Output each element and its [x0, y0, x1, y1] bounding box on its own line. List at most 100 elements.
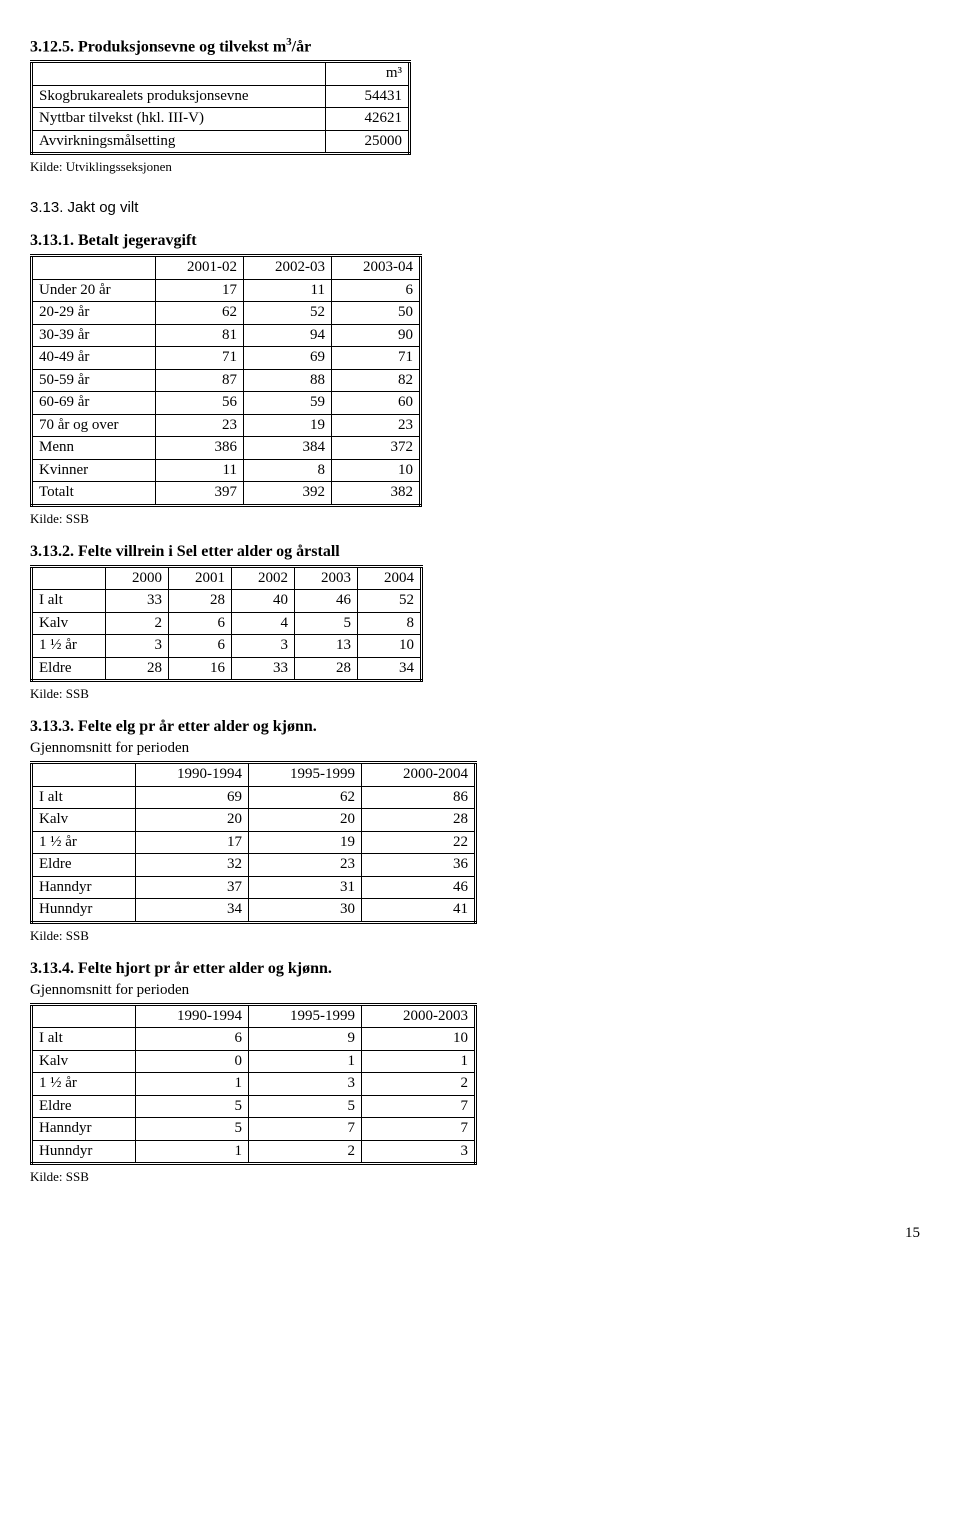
cell: 0 [136, 1050, 249, 1073]
row-label: Kalv [32, 612, 106, 635]
cell: 71 [156, 347, 244, 370]
table-row: 50-59 år878882 [32, 369, 421, 392]
cell: 5 [249, 1095, 362, 1118]
cell: 50 [332, 302, 421, 325]
col-header: 2000-2004 [362, 763, 476, 787]
table-row: 40-49 år716971 [32, 347, 421, 370]
col-header: 1990-1994 [136, 1004, 249, 1028]
table-row: I alt696286 [32, 786, 476, 809]
heading-tail: /år [292, 38, 312, 55]
row-label: Eldre [32, 657, 106, 681]
cell: 33 [106, 590, 169, 613]
col-header: 2000 [106, 566, 169, 590]
cell: 17 [136, 831, 249, 854]
table-row: Kalv26458 [32, 612, 422, 635]
cell: 88 [244, 369, 332, 392]
source-text: Kilde: SSB [30, 1169, 930, 1185]
cell: 7 [362, 1095, 476, 1118]
row-label: 1 ½ år [32, 1073, 136, 1096]
cell: 382 [332, 482, 421, 506]
cell: 71 [332, 347, 421, 370]
cell: 10 [362, 1028, 476, 1051]
cell: 23 [332, 414, 421, 437]
table-row: Hunndyr343041 [32, 899, 476, 923]
source-text: Kilde: Utviklingsseksjonen [30, 159, 930, 175]
note-text: Gjennomsnitt for perioden [30, 740, 930, 757]
cell: 1 [136, 1140, 249, 1164]
cell: 23 [249, 854, 362, 877]
cell: 7 [249, 1118, 362, 1141]
table-row: I alt3328404652 [32, 590, 422, 613]
cell: 28 [106, 657, 169, 681]
col-header: 1990-1994 [136, 763, 249, 787]
row-value: 42621 [326, 108, 410, 131]
empty-header [32, 1004, 136, 1028]
table-row: Skogbrukarealets produksjonsevne 54431 [32, 85, 410, 108]
cell: 3 [249, 1073, 362, 1096]
heading-3-13: 3.13. Jakt og vilt [30, 199, 930, 216]
table-row: Totalt397392382 [32, 482, 421, 506]
cell: 59 [244, 392, 332, 415]
cell: 69 [244, 347, 332, 370]
heading-3-13-4: 3.13.4. Felte hjort pr år etter alder og… [30, 960, 930, 978]
cell: 13 [295, 635, 358, 658]
cell: 6 [169, 612, 232, 635]
cell: 31 [249, 876, 362, 899]
cell: 36 [362, 854, 476, 877]
table-row: Menn386384372 [32, 437, 421, 460]
table-jegeravgift: 2001-02 2002-03 2003-04 Under 20 år17116… [30, 254, 422, 507]
table-row: 60-69 år565960 [32, 392, 421, 415]
row-label: Eldre [32, 1095, 136, 1118]
table-row: 20-29 år625250 [32, 302, 421, 325]
cell: 86 [362, 786, 476, 809]
cell: 4 [232, 612, 295, 635]
cell: 82 [332, 369, 421, 392]
col-header: 2004 [358, 566, 422, 590]
cell: 62 [249, 786, 362, 809]
empty-header [32, 566, 106, 590]
cell: 2 [362, 1073, 476, 1096]
cell: 62 [156, 302, 244, 325]
cell: 8 [358, 612, 422, 635]
table-villrein: 2000 2001 2002 2003 2004 I alt3328404652… [30, 565, 423, 683]
cell: 46 [362, 876, 476, 899]
row-label: Kalv [32, 809, 136, 832]
cell: 56 [156, 392, 244, 415]
table-row: Hanndyr577 [32, 1118, 476, 1141]
cell: 372 [332, 437, 421, 460]
col-header: 2002 [232, 566, 295, 590]
cell: 87 [156, 369, 244, 392]
row-label: 30-39 år [32, 324, 156, 347]
cell: 3 [106, 635, 169, 658]
table-row: Hunndyr123 [32, 1140, 476, 1164]
row-label: Hanndyr [32, 1118, 136, 1141]
row-label: Avvirkningsmålsetting [32, 130, 326, 154]
table-row: Hanndyr373146 [32, 876, 476, 899]
cell: 19 [249, 831, 362, 854]
cell: 11 [244, 279, 332, 302]
empty-header [32, 763, 136, 787]
row-label: 1 ½ år [32, 635, 106, 658]
row-label: Hunndyr [32, 1140, 136, 1164]
table-row: Kalv011 [32, 1050, 476, 1073]
table-row: Eldre322336 [32, 854, 476, 877]
cell: 20 [136, 809, 249, 832]
cell: 23 [156, 414, 244, 437]
col-header: 2003 [295, 566, 358, 590]
row-label: I alt [32, 1028, 136, 1051]
table-row: Kalv202028 [32, 809, 476, 832]
cell: 1 [136, 1073, 249, 1096]
cell: 1 [249, 1050, 362, 1073]
cell: 20 [249, 809, 362, 832]
col-header: 2001-02 [156, 256, 244, 280]
table-row: 1 ½ år132 [32, 1073, 476, 1096]
cell: 28 [362, 809, 476, 832]
cell: 30 [249, 899, 362, 923]
table-row: Under 20 år17116 [32, 279, 421, 302]
col-header: 1995-1999 [249, 1004, 362, 1028]
table-row: I alt6910 [32, 1028, 476, 1051]
cell: 52 [244, 302, 332, 325]
row-label: Totalt [32, 482, 156, 506]
heading-3-13-1: 3.13.1. Betalt jegeravgift [30, 232, 930, 250]
cell: 6 [169, 635, 232, 658]
